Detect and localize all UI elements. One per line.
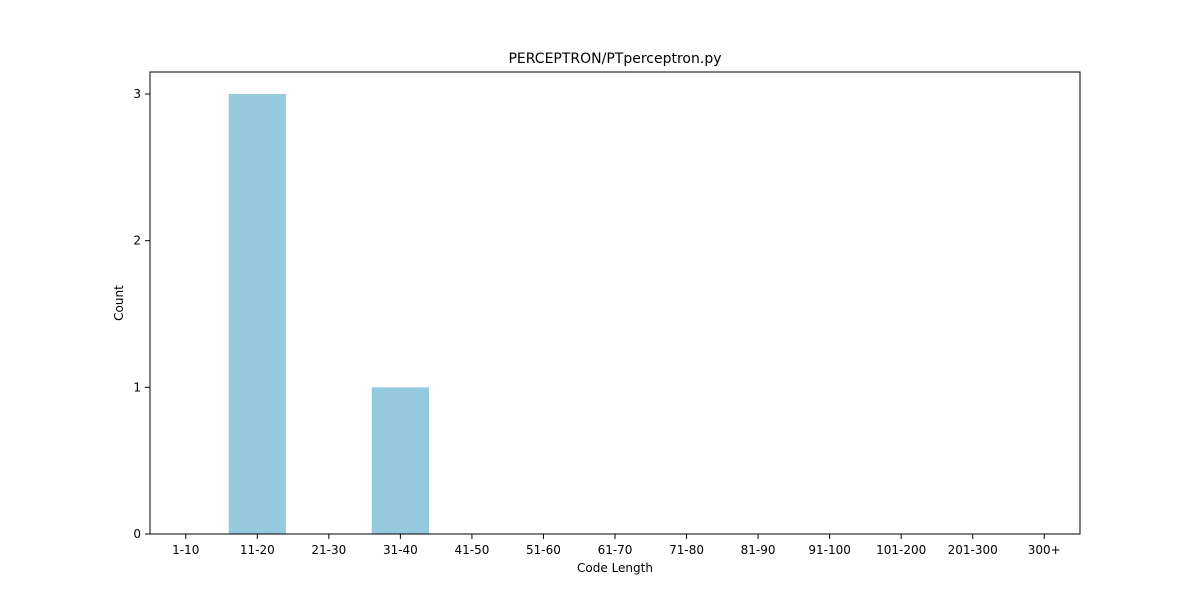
- bars-group: [228, 94, 429, 534]
- y-tick-label: 2: [133, 234, 141, 248]
- x-tick-label: 81-90: [741, 543, 776, 557]
- x-tick-label: 61-70: [598, 543, 633, 557]
- y-tick-label: 3: [133, 87, 141, 101]
- x-tick-label: 1-10: [172, 543, 199, 557]
- y-tick-label: 1: [133, 380, 141, 394]
- x-tick-label: 41-50: [454, 543, 489, 557]
- y-axis-label: Count: [112, 285, 126, 321]
- x-tick-label: 101-200: [876, 543, 926, 557]
- bar-11-20: [228, 94, 286, 534]
- x-tick-label: 31-40: [383, 543, 418, 557]
- y-tick-label: 0: [133, 527, 141, 541]
- x-tick-label: 21-30: [311, 543, 346, 557]
- chart-title: PERCEPTRON/PTperceptron.py: [508, 51, 721, 67]
- x-axis-label: Code Length: [577, 561, 653, 575]
- x-tick-label: 11-20: [240, 543, 275, 557]
- x-tick-label: 71-80: [669, 543, 704, 557]
- x-tick-label: 300+: [1028, 543, 1061, 557]
- x-axis: 1-10 11-20 21-30 31-40 41-50 51-60 61-70 71-80 8…: [172, 534, 1061, 557]
- bar-31-40: [371, 387, 429, 534]
- x-tick-label: 91-100: [808, 543, 851, 557]
- x-tick-label: 51-60: [526, 543, 561, 557]
- y-axis: 0 1 2 3: [133, 87, 150, 541]
- x-tick-label: 201-300: [948, 543, 998, 557]
